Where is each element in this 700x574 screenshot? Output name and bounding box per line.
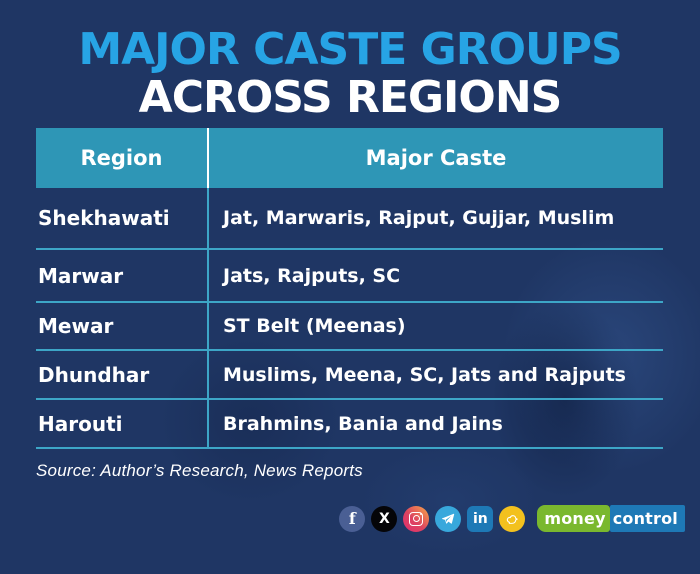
table-row: Mewar ST Belt (Meenas) [36,303,663,351]
region-cell: Shekhawati [38,206,170,230]
caste-cell: Brahmins, Bania and Jains [207,400,663,447]
header-major-caste: Major Caste [207,128,663,188]
header-region: Region [80,146,163,170]
x-glyph: X [378,510,390,527]
region-cell: Mewar [38,314,114,338]
paper-plane-glyph [442,513,455,524]
bird-glyph [506,515,518,524]
table-row: Dhundhar Muslims, Meena, SC, Jats and Ra… [36,351,663,400]
facebook-icon[interactable]: f [339,505,366,532]
koo-icon[interactable] [499,505,526,532]
region-cell: Harouti [38,411,123,436]
linkedin-glyph: in [472,510,488,527]
table-row: Marwar Jats, Rajputs, SC [36,250,663,303]
moneycontrol-logo-control: control [609,505,685,532]
x-twitter-icon[interactable]: X [371,505,398,532]
telegram-icon[interactable] [435,505,462,532]
table-row: Shekhawati Jat, Marwaris, Rajput, Gujjar… [36,188,663,250]
instagram-icon[interactable] [403,505,430,532]
caste-table: Region Major Caste Shekhawati Jat, Marwa… [36,128,663,449]
title-line-1: MAJOR CASTE GROUPS [78,24,622,75]
caste-cell: Jats, Rajputs, SC [207,250,663,301]
facebook-glyph: f [348,509,356,528]
linkedin-icon[interactable]: in [467,505,494,532]
camera-glyph [409,511,424,526]
caste-cell: Muslims, Meena, SC, Jats and Rajputs [207,351,663,398]
source-note: Source: Author’s Research, News Reports [36,461,363,480]
moneycontrol-logo[interactable]: money control [537,505,685,532]
table-row: Harouti Brahmins, Bania and Jains [36,400,663,449]
footer-social-bar: f X in money control [339,505,685,532]
title-line-2: ACROSS REGIONS [138,72,563,123]
region-cell: Marwar [38,263,124,288]
table-header-row: Region Major Caste [36,128,663,188]
moneycontrol-logo-money: money [537,505,610,532]
caste-cell: ST Belt (Meenas) [207,303,663,349]
caste-cell: Jat, Marwaris, Rajput, Gujjar, Muslim [207,188,663,248]
region-cell: Dhundhar [38,362,150,387]
page-title: MAJOR CASTE GROUPS ACROSS REGIONS [0,26,700,122]
